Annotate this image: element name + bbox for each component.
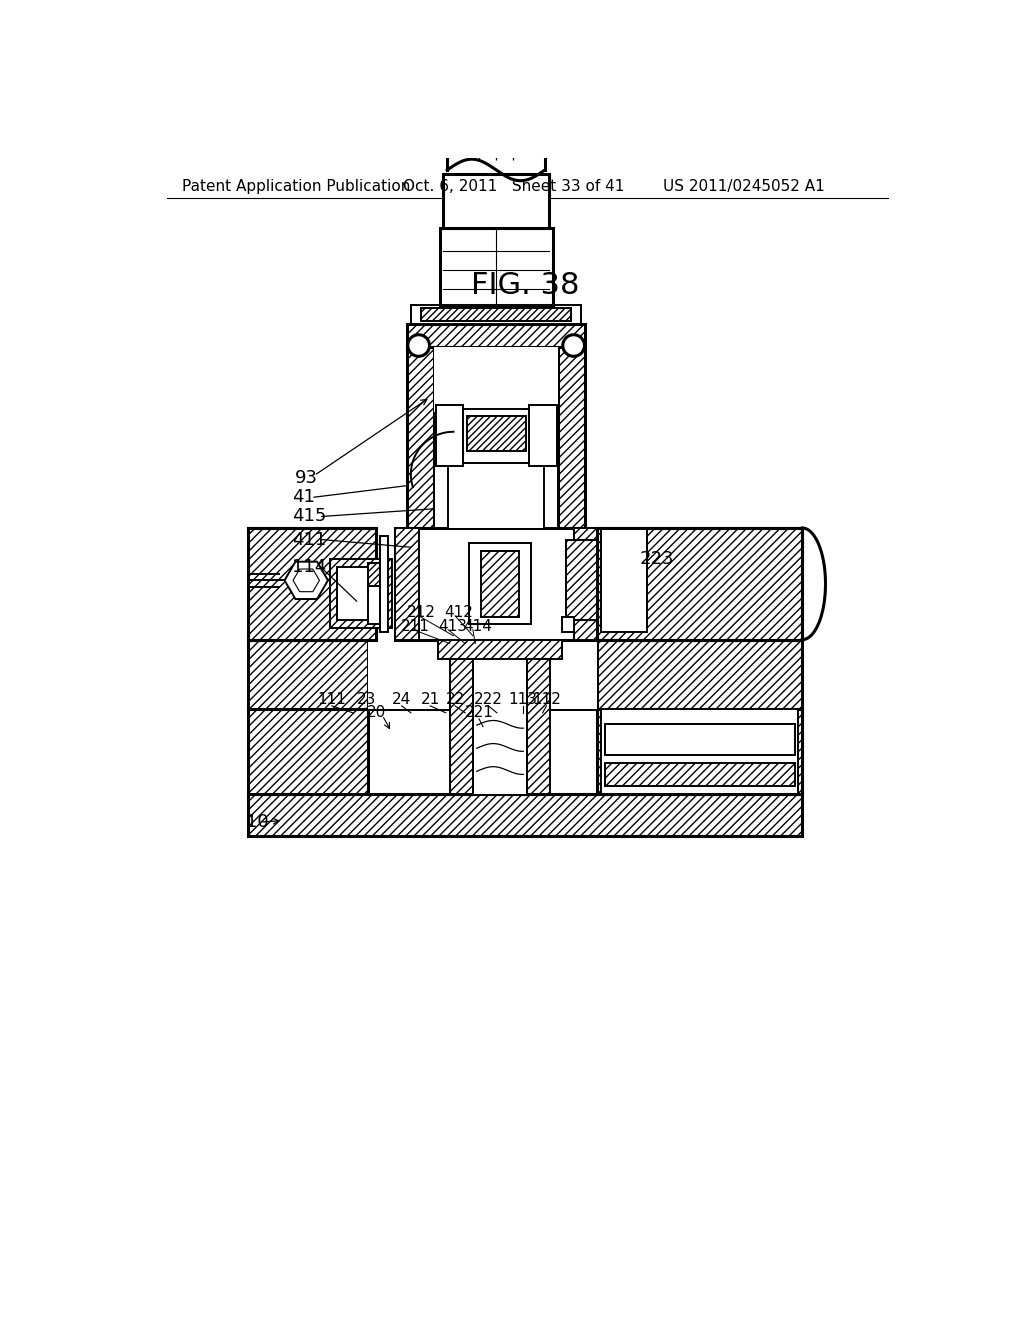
Bar (407, 347, 434, 528)
Bar (601, 709, 799, 793)
Bar (601, 528, 647, 632)
Bar (395, 528, 419, 640)
Bar (597, 709, 802, 793)
Bar (248, 793, 802, 836)
Text: 22: 22 (445, 692, 465, 708)
Text: 211: 211 (400, 619, 430, 634)
Text: 212: 212 (407, 605, 436, 620)
Text: 41: 41 (292, 488, 315, 506)
Text: 24: 24 (392, 692, 412, 708)
Bar (469, 544, 531, 624)
Bar (467, 416, 525, 451)
Bar (562, 616, 573, 632)
Text: 413: 413 (438, 619, 467, 634)
Text: Oct. 6, 2011   Sheet 33 of 41: Oct. 6, 2011 Sheet 33 of 41 (403, 180, 625, 194)
Bar (407, 323, 586, 347)
Text: 93: 93 (295, 469, 317, 487)
Text: US 2011/0245052 A1: US 2011/0245052 A1 (663, 180, 824, 194)
Text: Patent Application Publication: Patent Application Publication (182, 180, 411, 194)
Bar (421, 308, 571, 321)
Text: 111: 111 (317, 692, 346, 708)
Bar (248, 640, 369, 709)
Text: 412: 412 (444, 605, 473, 620)
Bar (529, 405, 557, 466)
Text: 221: 221 (465, 705, 494, 721)
Text: 21: 21 (421, 692, 440, 708)
Text: 223: 223 (640, 550, 674, 568)
Bar (597, 709, 802, 793)
Bar (566, 540, 597, 620)
Bar (527, 640, 550, 793)
Bar (439, 227, 553, 305)
Bar (395, 528, 597, 640)
Bar (369, 640, 597, 709)
Bar (330, 558, 391, 628)
Polygon shape (285, 562, 328, 599)
Bar (248, 709, 369, 793)
Bar (337, 566, 384, 620)
Bar (369, 709, 597, 793)
Bar (434, 412, 449, 528)
Bar (380, 536, 388, 632)
Bar (597, 528, 802, 640)
Text: 411: 411 (292, 531, 327, 549)
Circle shape (408, 335, 429, 356)
Bar (480, 552, 519, 616)
Bar (450, 640, 473, 793)
Bar (604, 763, 795, 785)
Text: 23: 23 (357, 692, 377, 708)
Text: 414: 414 (463, 619, 492, 634)
Text: 222: 222 (474, 692, 503, 708)
Bar (411, 305, 582, 323)
Bar (369, 562, 380, 586)
Bar (369, 586, 380, 624)
Bar (435, 405, 463, 466)
Bar (248, 528, 376, 640)
Text: 20: 20 (367, 705, 386, 721)
Bar (604, 725, 795, 755)
Bar (558, 347, 586, 528)
Bar (473, 640, 527, 793)
Text: 10: 10 (246, 813, 268, 832)
Text: 415: 415 (292, 507, 327, 525)
Bar (597, 640, 802, 709)
Text: 113: 113 (509, 692, 538, 708)
Text: FIG. 38: FIG. 38 (471, 271, 579, 300)
Bar (527, 640, 550, 793)
Polygon shape (293, 569, 319, 591)
Circle shape (563, 335, 585, 356)
Bar (463, 409, 529, 462)
Bar (544, 412, 558, 528)
Bar (438, 640, 562, 659)
Bar (443, 174, 549, 227)
Bar (450, 640, 473, 793)
Text: 112: 112 (532, 692, 561, 708)
Text: 114: 114 (292, 557, 327, 576)
Bar (434, 347, 558, 528)
Bar (573, 528, 597, 640)
